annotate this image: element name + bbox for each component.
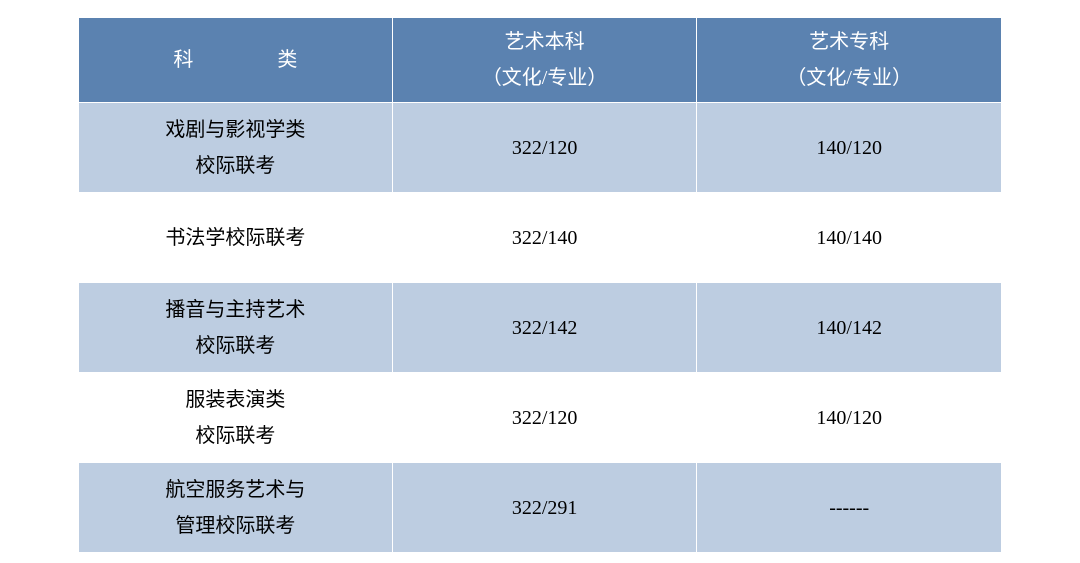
cell-junior: 140/120 [697,103,1002,193]
cell-category-line2: 校际联考 [79,328,392,364]
cell-category-line1: 戏剧与影视学类 [79,112,392,148]
cell-category: 播音与主持艺术 校际联考 [79,283,393,373]
cell-category-line1: 航空服务艺术与 [79,472,392,508]
cell-category-line2: 校际联考 [79,418,392,454]
cell-category: 书法学校际联考 [79,193,393,283]
col-header-bachelor-line1: 艺术本科 [393,24,697,60]
col-header-bachelor: 艺术本科 （文化/专业） [392,18,697,103]
cell-category: 服装表演类 校际联考 [79,373,393,463]
cell-bachelor: 322/120 [392,103,697,193]
table-row: 航空服务艺术与 管理校际联考 322/291 ------ [79,463,1002,553]
col-header-junior: 艺术专科 （文化/专业） [697,18,1002,103]
cell-category-line1: 播音与主持艺术 [79,292,392,328]
col-header-category-label: 科 类 [141,49,329,71]
cell-bachelor: 322/140 [392,193,697,283]
col-header-junior-line2: （文化/专业） [697,60,1001,96]
cell-category-line1: 书法学校际联考 [79,220,392,256]
table-header-row: 科 类 艺术本科 （文化/专业） 艺术专科 （文化/专业） [79,18,1002,103]
cell-category-line1: 服装表演类 [79,382,392,418]
score-table-container: 科 类 艺术本科 （文化/专业） 艺术专科 （文化/专业） 戏剧与影视学类 校际… [0,0,1080,563]
table-row: 戏剧与影视学类 校际联考 322/120 140/120 [79,103,1002,193]
table-row: 书法学校际联考 322/140 140/140 [79,193,1002,283]
cell-category-line2: 校际联考 [79,148,392,184]
cell-category-line2: 管理校际联考 [79,508,392,544]
cell-bachelor: 322/142 [392,283,697,373]
col-header-category: 科 类 [79,18,393,103]
table-row: 播音与主持艺术 校际联考 322/142 140/142 [79,283,1002,373]
col-header-bachelor-line2: （文化/专业） [393,60,697,96]
cell-junior: ------ [697,463,1002,553]
cell-bachelor: 322/120 [392,373,697,463]
table-row: 服装表演类 校际联考 322/120 140/120 [79,373,1002,463]
cell-category: 戏剧与影视学类 校际联考 [79,103,393,193]
col-header-junior-line1: 艺术专科 [697,24,1001,60]
cell-bachelor: 322/291 [392,463,697,553]
cell-junior: 140/120 [697,373,1002,463]
cell-junior: 140/142 [697,283,1002,373]
cell-category: 航空服务艺术与 管理校际联考 [79,463,393,553]
cell-junior: 140/140 [697,193,1002,283]
score-table: 科 类 艺术本科 （文化/专业） 艺术专科 （文化/专业） 戏剧与影视学类 校际… [78,17,1002,553]
